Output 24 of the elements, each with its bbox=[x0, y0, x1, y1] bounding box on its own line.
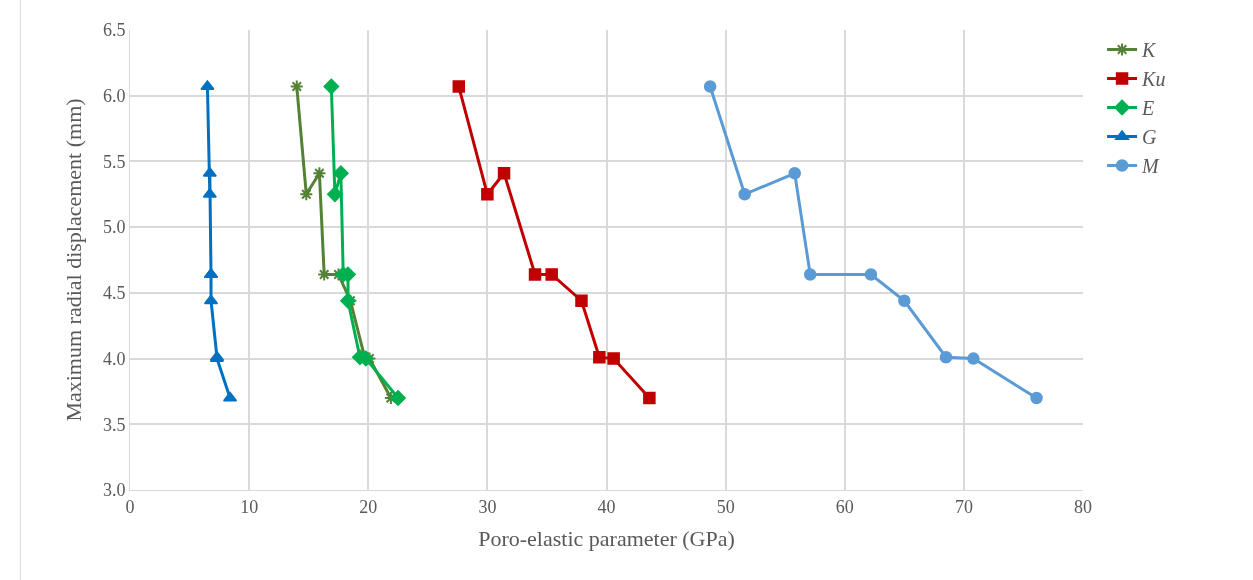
y-axis-title: Maximum radial displacement (mm) bbox=[60, 98, 86, 422]
x-tick-label: 0 bbox=[125, 496, 135, 517]
x-tick-label: 70 bbox=[954, 496, 973, 517]
x-axis-title: Poro-elastic parameter (GPa) bbox=[478, 526, 735, 552]
x-tick-label: 50 bbox=[716, 496, 735, 517]
legend-label: K bbox=[1141, 39, 1158, 62]
legend-label: G bbox=[1142, 126, 1158, 149]
x-tick-label: 60 bbox=[835, 496, 854, 517]
y-tick-label: 6.5 bbox=[102, 20, 126, 41]
legend-label: M bbox=[1141, 155, 1161, 178]
y-tick-label: 3.0 bbox=[102, 480, 126, 501]
y-tick-label: 6.0 bbox=[102, 86, 126, 107]
x-tick-label: 20 bbox=[359, 496, 378, 517]
y-tick-label: 3.5 bbox=[102, 414, 126, 435]
y-tick-label: 5.5 bbox=[102, 151, 126, 172]
x-tick-label: 10 bbox=[240, 496, 259, 517]
y-tick-label: 5.0 bbox=[102, 217, 126, 238]
legend-label: E bbox=[1141, 97, 1155, 120]
y-tick-label: 4.5 bbox=[102, 283, 126, 304]
x-tick-label: 40 bbox=[597, 496, 616, 517]
x-tick-label: 80 bbox=[1074, 496, 1092, 517]
y-tick-label: 4.0 bbox=[102, 348, 126, 369]
x-tick-label: 30 bbox=[478, 496, 497, 517]
legend-label: Ku bbox=[1141, 68, 1166, 91]
